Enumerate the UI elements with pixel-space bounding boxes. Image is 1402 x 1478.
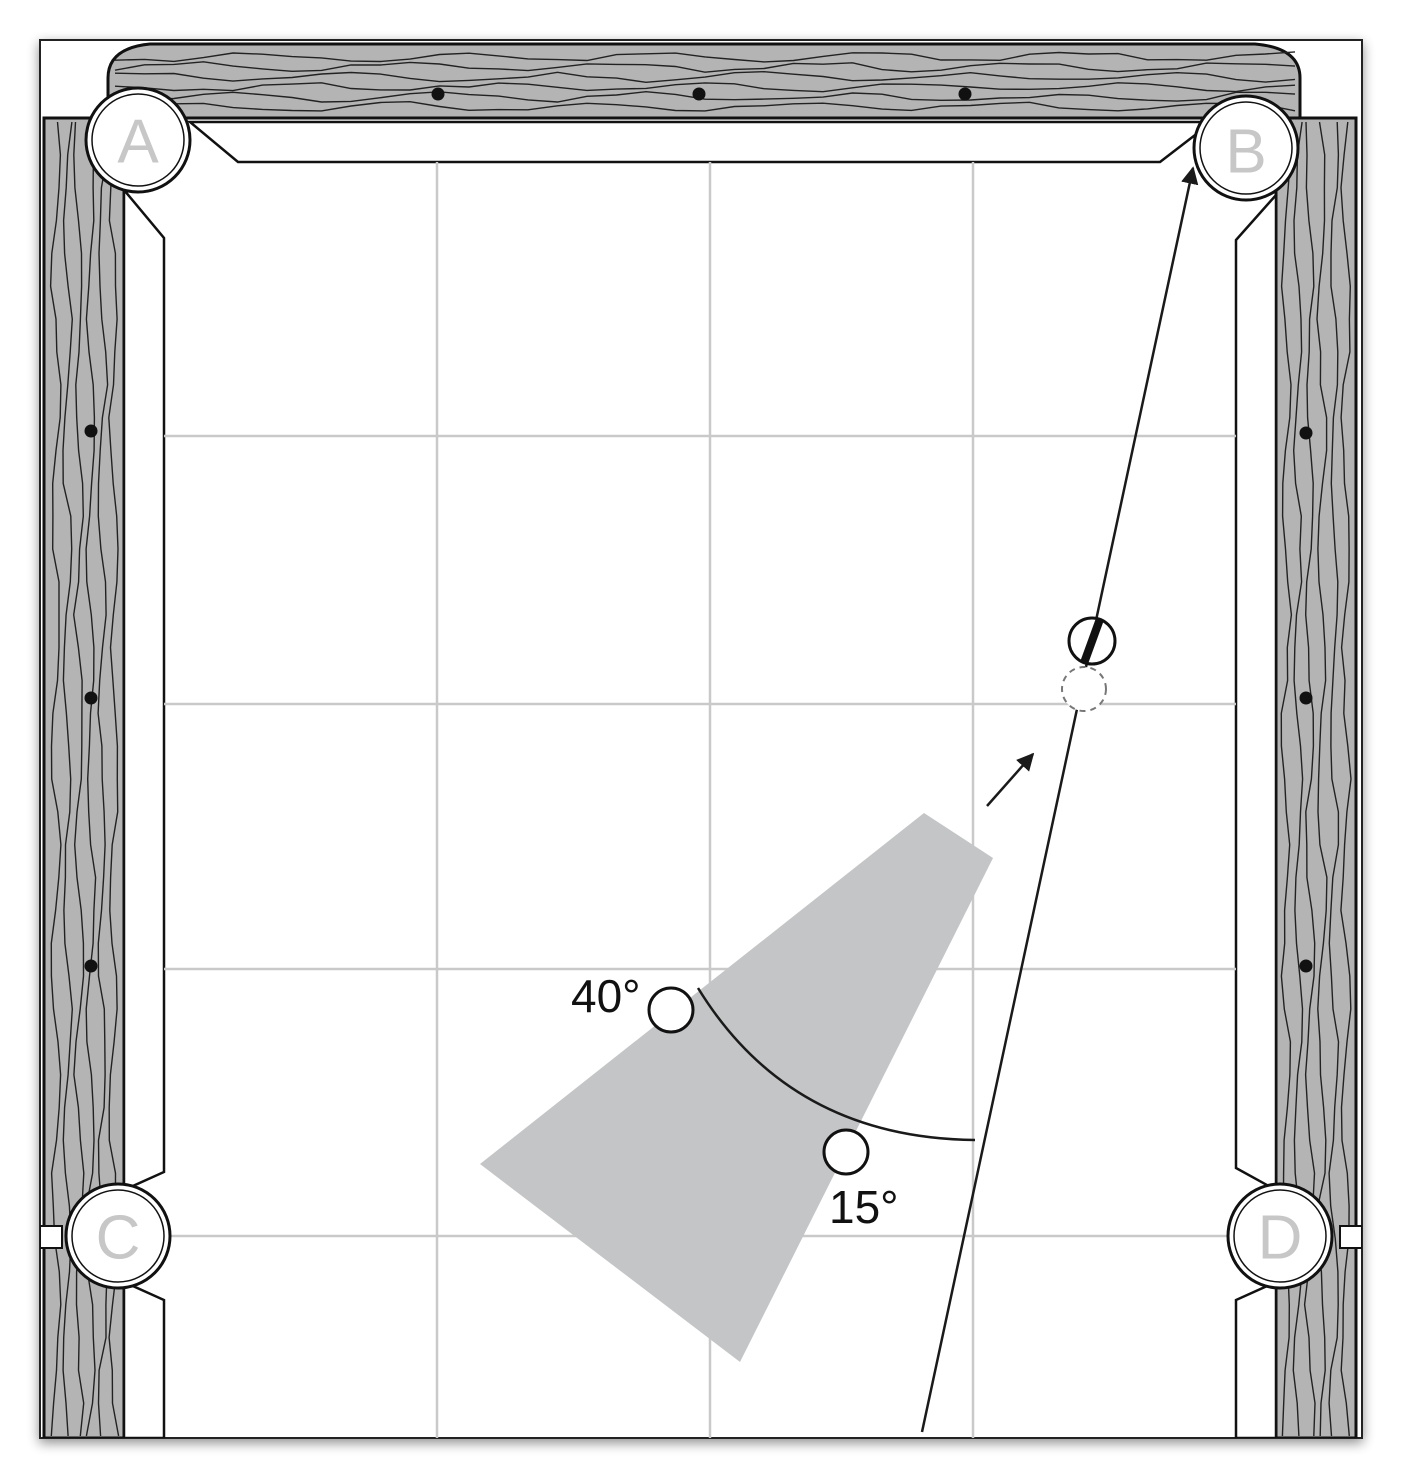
wood-grain-line <box>49 121 62 1437</box>
striped-ball-icon <box>1067 616 1117 666</box>
aim-line <box>920 166 1199 1433</box>
direction-arrow <box>986 752 1035 807</box>
pocket-a: A <box>84 86 192 194</box>
pocket-b: B <box>1192 94 1300 202</box>
left-side-pocket-tab <box>40 1225 63 1249</box>
right-cushion-lower <box>1234 1280 1278 1438</box>
ghost-ball-icon <box>1061 666 1107 712</box>
wood-grain-line <box>1328 121 1340 1437</box>
pocket-label-b: B <box>1225 118 1266 187</box>
top-rail <box>106 42 1302 120</box>
wood-grain-line <box>114 51 1296 63</box>
wood-grain-line <box>1340 121 1352 1437</box>
top-cushion <box>186 120 1216 164</box>
left-cushion-lower <box>122 1280 166 1438</box>
cue-ball-icon <box>647 986 695 1034</box>
cue-ball-icon <box>822 1128 870 1176</box>
pocket-label-d: D <box>1258 1204 1303 1273</box>
right-cushion-upper <box>1234 191 1278 1193</box>
pocket-label-a: A <box>117 108 159 177</box>
wood-grain-line <box>114 70 1296 84</box>
cue-ball-zone <box>480 813 993 1362</box>
right-side-pocket-tab <box>1339 1225 1362 1249</box>
wood-grain-line <box>114 82 1296 93</box>
angle-label-40: 40° <box>571 970 641 1022</box>
rail-diamonds <box>84 87 1313 973</box>
angle-label-15: 15° <box>829 1181 899 1233</box>
wood-grain-line <box>114 100 1296 112</box>
wood-grain-line <box>114 90 1296 103</box>
wood-grain-line <box>114 61 1296 73</box>
left-cushion-upper <box>122 186 166 1192</box>
pocket-label-c: C <box>96 1204 141 1273</box>
angle-arc <box>696 987 976 1142</box>
top-rail-wood-grain <box>114 51 1296 112</box>
pocket-c: C <box>64 1182 172 1290</box>
pocket-d: D <box>1226 1182 1334 1290</box>
